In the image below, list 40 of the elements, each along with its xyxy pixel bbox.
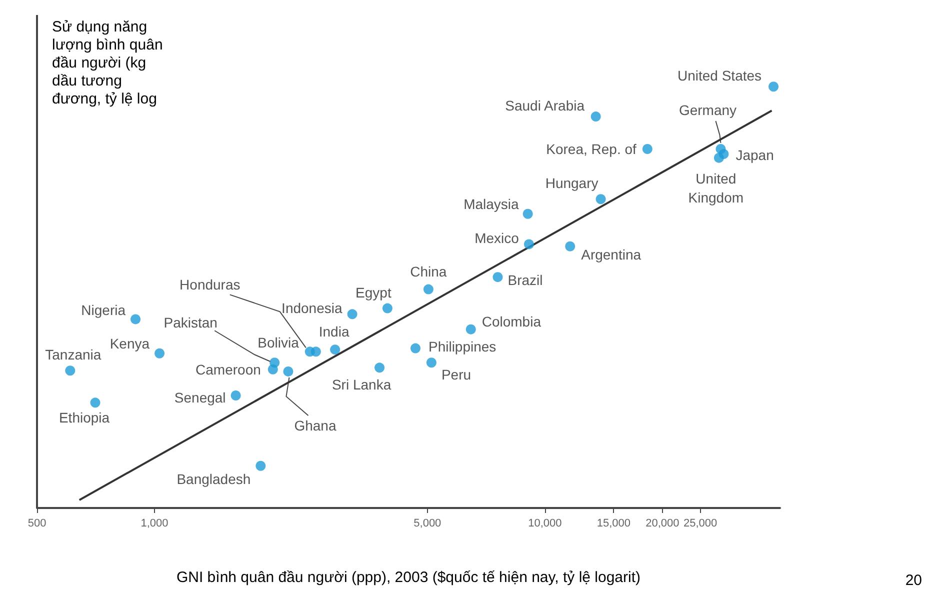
annotation: Pakistan bbox=[164, 314, 218, 331]
annotation: Nigeria bbox=[81, 302, 126, 318]
annotation: Saudi Arabia bbox=[505, 98, 585, 114]
annotation: Ghana bbox=[294, 417, 336, 434]
annotation: Colombia bbox=[482, 313, 542, 330]
y-axis-title: Sử dụng năng lượng bình quân đầu người (kg dầu tương đương, tỷ lệ log bbox=[52, 18, 167, 108]
annotation: Mexico bbox=[474, 230, 520, 246]
annotation: Sri Lanka bbox=[332, 376, 392, 393]
annotation: Tanzania bbox=[45, 346, 102, 363]
annotation: Bangladesh bbox=[176, 470, 251, 487]
annotation: Egypt bbox=[356, 284, 392, 300]
annotation: United States bbox=[677, 68, 762, 84]
x-tick-label: 1,000 bbox=[140, 518, 168, 530]
x-tick-label: 25,000 bbox=[683, 518, 718, 530]
annotation: Korea, Rep. of bbox=[546, 140, 637, 157]
annotation: China bbox=[410, 263, 447, 280]
annotation: Kenya bbox=[110, 335, 150, 352]
annotation: Malaysia bbox=[464, 196, 520, 212]
annotation: Japan bbox=[736, 147, 774, 164]
annotation: India bbox=[318, 324, 350, 340]
x-tick-label: 20,000 bbox=[646, 518, 680, 530]
annotation: Peru bbox=[441, 366, 472, 383]
x-tick-label: 10,000 bbox=[528, 518, 562, 530]
annotation: Bolivia bbox=[258, 334, 300, 351]
annotation: Honduras bbox=[180, 276, 240, 293]
annotation: Germany bbox=[678, 102, 737, 118]
x-tick-label: 500 bbox=[28, 518, 46, 530]
x-tick-label: 5,000 bbox=[414, 518, 442, 530]
annotation: Ethiopia bbox=[58, 410, 110, 426]
text: 20 bbox=[905, 572, 922, 589]
x-axis-title: GNI bình quân đầu người (ppp), 2003 ($quốc tế hiện nay, tỷ lệ logarit) bbox=[176, 569, 641, 586]
annotation: Philippines bbox=[428, 338, 496, 354]
annotation: Indonesia bbox=[282, 300, 342, 316]
x-tick-label: 15,000 bbox=[596, 518, 631, 530]
annotation: Senegal bbox=[174, 389, 226, 406]
annotation: Argentina bbox=[581, 246, 642, 262]
annotation: Hungary bbox=[545, 175, 598, 192]
annotation: United Kingdom bbox=[688, 170, 744, 206]
annotation: Brazil bbox=[508, 272, 543, 288]
annotation: Cameroon bbox=[196, 361, 261, 378]
